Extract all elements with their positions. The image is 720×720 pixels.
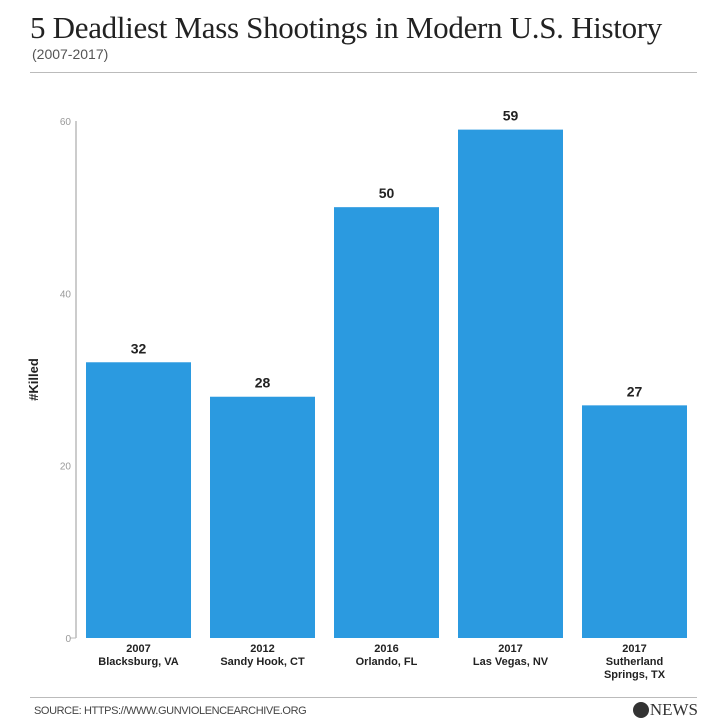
bar-value-label: 32 xyxy=(131,340,147,356)
x-tick-label: 2012 xyxy=(250,643,274,655)
x-tick-label: 2017 xyxy=(498,643,522,655)
x-tick-label: 2017 xyxy=(622,643,646,655)
bar xyxy=(334,207,439,638)
bar-value-label: 59 xyxy=(503,108,519,124)
abc-news-logo: NEWS xyxy=(632,700,698,720)
bar xyxy=(86,362,191,638)
x-tick-label: Sutherland xyxy=(606,656,663,668)
bar xyxy=(458,129,563,638)
footer-divider xyxy=(30,697,697,698)
chart-title: 5 Deadliest Mass Shootings in Modern U.S… xyxy=(30,10,662,45)
x-tick-label: Blacksburg, VA xyxy=(98,656,179,668)
y-tick-label: 0 xyxy=(65,634,71,645)
x-tick-label: Springs, TX xyxy=(604,669,666,681)
x-tick-label: Sandy Hook, CT xyxy=(220,656,305,668)
x-tick-label: Orlando, FL xyxy=(356,656,418,668)
x-tick-label: Las Vegas, NV xyxy=(473,656,549,668)
bar-value-label: 27 xyxy=(627,383,643,399)
bar xyxy=(210,396,315,638)
bar-value-label: 50 xyxy=(379,185,395,201)
source-note: SOURCE: HTTPS://WWW.GUNVIOLENCEARCHIVE.O… xyxy=(34,705,307,717)
chart-subtitle: (2007-2017) xyxy=(32,46,109,62)
bar xyxy=(582,405,687,638)
y-tick-label: 20 xyxy=(60,462,72,473)
header-divider xyxy=(30,72,697,73)
x-tick-label: 2007 xyxy=(126,643,150,655)
y-axis-label: #Killed xyxy=(26,358,41,401)
y-tick-label: 40 xyxy=(60,289,72,300)
y-tick-label: 60 xyxy=(60,117,72,128)
x-tick-label: 2016 xyxy=(374,643,398,655)
bar-value-label: 28 xyxy=(255,375,271,391)
